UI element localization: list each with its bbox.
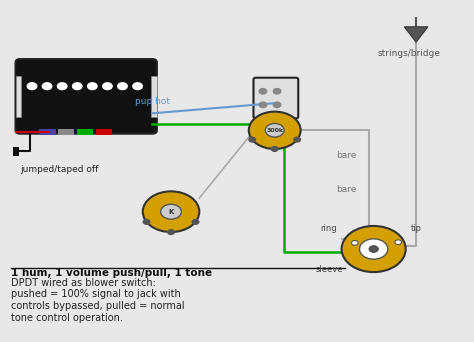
Circle shape	[133, 83, 142, 90]
Circle shape	[359, 239, 388, 259]
Text: bare: bare	[336, 185, 356, 194]
Circle shape	[395, 240, 401, 245]
Circle shape	[27, 83, 36, 90]
Circle shape	[352, 240, 358, 245]
Text: pup hot: pup hot	[135, 97, 170, 106]
FancyBboxPatch shape	[16, 59, 157, 134]
Bar	[13, 147, 19, 156]
Circle shape	[192, 220, 199, 224]
Text: DPDT wired as blower switch:
pushed = 100% signal to jack with
controls bypassed: DPDT wired as blower switch: pushed = 10…	[11, 278, 184, 323]
Circle shape	[249, 111, 301, 149]
Text: ring: ring	[320, 224, 337, 233]
Text: 1 hum, 1 volume push/pull, 1 tone: 1 hum, 1 volume push/pull, 1 tone	[11, 268, 212, 278]
Text: 300k: 300k	[266, 128, 283, 133]
Circle shape	[88, 83, 97, 90]
Circle shape	[42, 83, 52, 90]
Circle shape	[57, 83, 67, 90]
Circle shape	[143, 220, 150, 224]
Circle shape	[294, 137, 301, 142]
Bar	[16, 76, 21, 117]
FancyBboxPatch shape	[254, 78, 298, 118]
Circle shape	[73, 83, 82, 90]
Bar	[151, 76, 157, 117]
Circle shape	[118, 83, 127, 90]
Polygon shape	[404, 27, 428, 42]
Circle shape	[168, 230, 174, 234]
Text: tip: tip	[410, 224, 421, 233]
Text: K: K	[168, 209, 173, 215]
Bar	[39, 129, 55, 135]
Text: strings/bridge: strings/bridge	[377, 50, 440, 58]
Circle shape	[273, 89, 281, 94]
Circle shape	[161, 204, 182, 219]
Circle shape	[342, 226, 406, 272]
Bar	[58, 129, 74, 135]
Bar	[77, 129, 93, 135]
Circle shape	[272, 147, 278, 151]
Circle shape	[369, 246, 378, 252]
Circle shape	[143, 192, 199, 232]
Circle shape	[273, 102, 281, 108]
Text: jumped/taped off: jumped/taped off	[20, 165, 99, 174]
Circle shape	[259, 89, 267, 94]
Circle shape	[103, 83, 112, 90]
Bar	[96, 129, 112, 135]
Circle shape	[265, 123, 284, 137]
Text: bare: bare	[336, 151, 356, 160]
Circle shape	[249, 137, 255, 142]
Text: sleeve: sleeve	[315, 265, 343, 274]
Circle shape	[259, 102, 267, 108]
